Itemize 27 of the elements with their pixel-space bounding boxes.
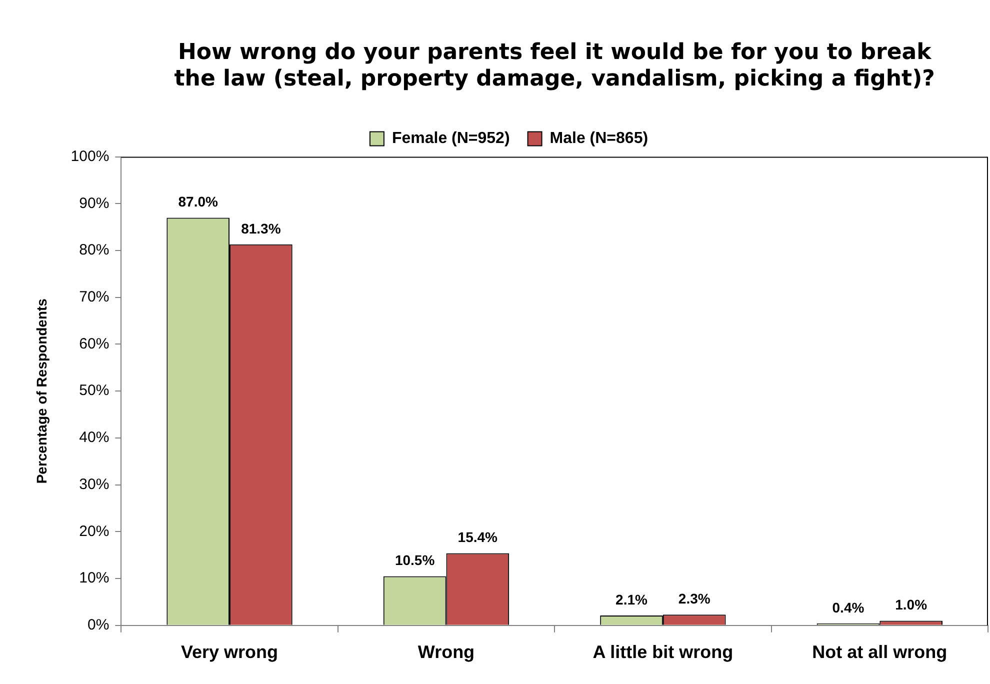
x-tick-label: Very wrong: [181, 642, 278, 662]
x-tick-label: Not at all wrong: [812, 642, 948, 662]
y-tick-label: 80%: [79, 242, 110, 259]
data-label: 10.5%: [394, 552, 436, 568]
legend-label: Male (N=865): [550, 130, 648, 148]
y-tick-label: 50%: [79, 382, 110, 400]
y-tick-label: 20%: [79, 522, 110, 540]
data-label: 81.3%: [241, 220, 282, 236]
chart-title: How wrong do your parents feel it would be for you to break the law (steal, property damage, vandalism, picking a fight)?: [174, 40, 935, 92]
y-tick-label: 90%: [79, 194, 110, 212]
legend-label: Female (N=952): [392, 130, 510, 148]
y-tick-label: 10%: [79, 570, 110, 587]
y-tick-label: 30%: [79, 476, 110, 493]
data-label: 0.4%: [832, 599, 865, 616]
data-label: 87.0%: [178, 194, 218, 210]
x-tick-label: A little bit wrong: [592, 642, 734, 662]
y-tick-label: 60%: [79, 335, 110, 352]
data-label: 1.0%: [895, 596, 928, 613]
data-label: 15.4%: [458, 529, 498, 546]
y-tick-label: 40%: [79, 429, 110, 446]
data-label: 2.3%: [678, 590, 711, 606]
y-tick-label: 0%: [87, 616, 110, 634]
y-tick-label: 100%: [70, 148, 110, 165]
x-tick-label: Wrong: [418, 642, 475, 662]
y-tick-label: 70%: [79, 288, 110, 306]
y-axis-title: Percentage of Respondents: [33, 298, 50, 484]
data-label: 2.1%: [616, 591, 648, 608]
